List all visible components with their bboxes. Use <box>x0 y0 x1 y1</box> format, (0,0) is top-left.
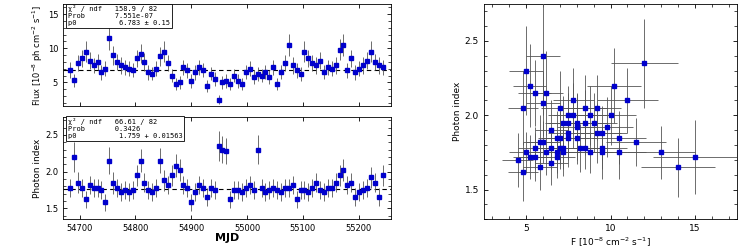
X-axis label: MJD: MJD <box>215 233 239 243</box>
X-axis label: F [10$^{-8}$ cm$^{-2}$ s$^{-1}$]: F [10$^{-8}$ cm$^{-2}$ s$^{-1}$] <box>571 236 651 249</box>
Text: χ² / ndf   66.61 / 82
Prob       0.3426
p0          1.759 + 0.01563: χ² / ndf 66.61 / 82 Prob 0.3426 p0 1.759… <box>68 118 182 139</box>
Y-axis label: Photon index: Photon index <box>33 138 42 198</box>
Y-axis label: Photon index: Photon index <box>453 82 462 141</box>
Y-axis label: Flux [10$^{-8}$ ph cm$^{-2}$ s$^{-1}$]: Flux [10$^{-8}$ ph cm$^{-2}$ s$^{-1}$] <box>30 5 45 106</box>
Text: χ² / ndf   158.9 / 82
Prob       7.551e-07
p0          6.783 ± 0.15: χ² / ndf 158.9 / 82 Prob 7.551e-07 p0 6.… <box>68 5 170 26</box>
